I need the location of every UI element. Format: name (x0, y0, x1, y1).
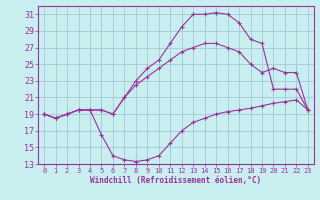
X-axis label: Windchill (Refroidissement éolien,°C): Windchill (Refroidissement éolien,°C) (91, 176, 261, 185)
